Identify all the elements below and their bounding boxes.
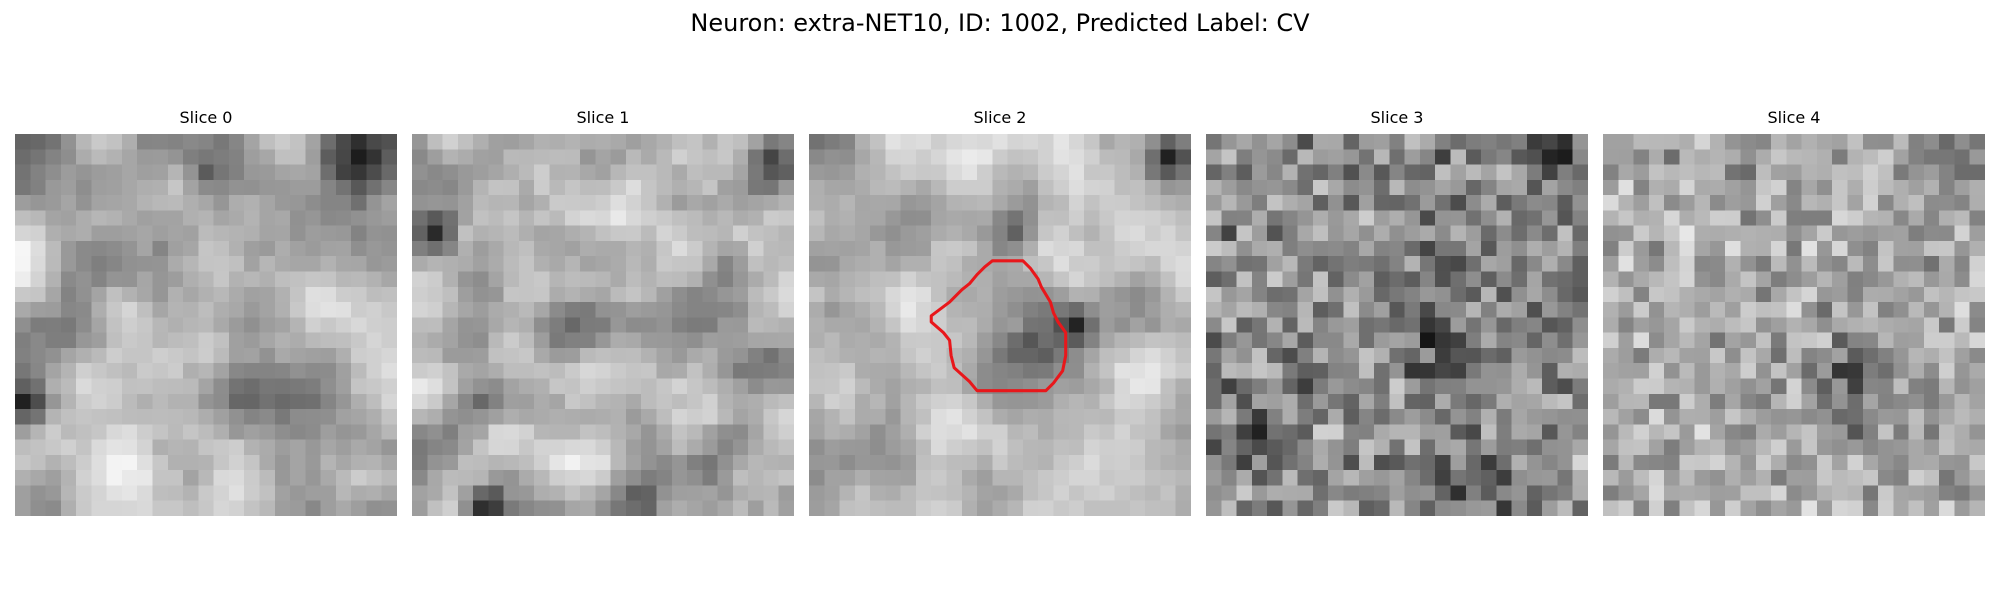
slice-title-0: Slice 0 — [179, 108, 233, 127]
slice-image-3 — [1206, 134, 1588, 516]
slice-panel-2: Slice 2 — [809, 108, 1191, 520]
slice-panel-1: Slice 1 — [412, 108, 794, 520]
slice-image-4 — [1603, 134, 1985, 516]
slice-panel-4: Slice 4 — [1603, 108, 1985, 520]
slice-image-1 — [412, 134, 794, 516]
slice-title-2: Slice 2 — [973, 108, 1027, 127]
slice-title-4: Slice 4 — [1767, 108, 1821, 127]
slice-image-0 — [15, 134, 397, 516]
cell-contour — [929, 259, 1068, 393]
slice-panel-3: Slice 3 — [1206, 108, 1588, 520]
slice-title-1: Slice 1 — [576, 108, 630, 127]
figure-title: Neuron: extra-NET10, ID: 1002, Predicted… — [690, 9, 1310, 37]
slice-image-2 — [809, 134, 1191, 516]
slice-panel-0: Slice 0 — [15, 108, 397, 520]
slice-title-3: Slice 3 — [1370, 108, 1424, 127]
